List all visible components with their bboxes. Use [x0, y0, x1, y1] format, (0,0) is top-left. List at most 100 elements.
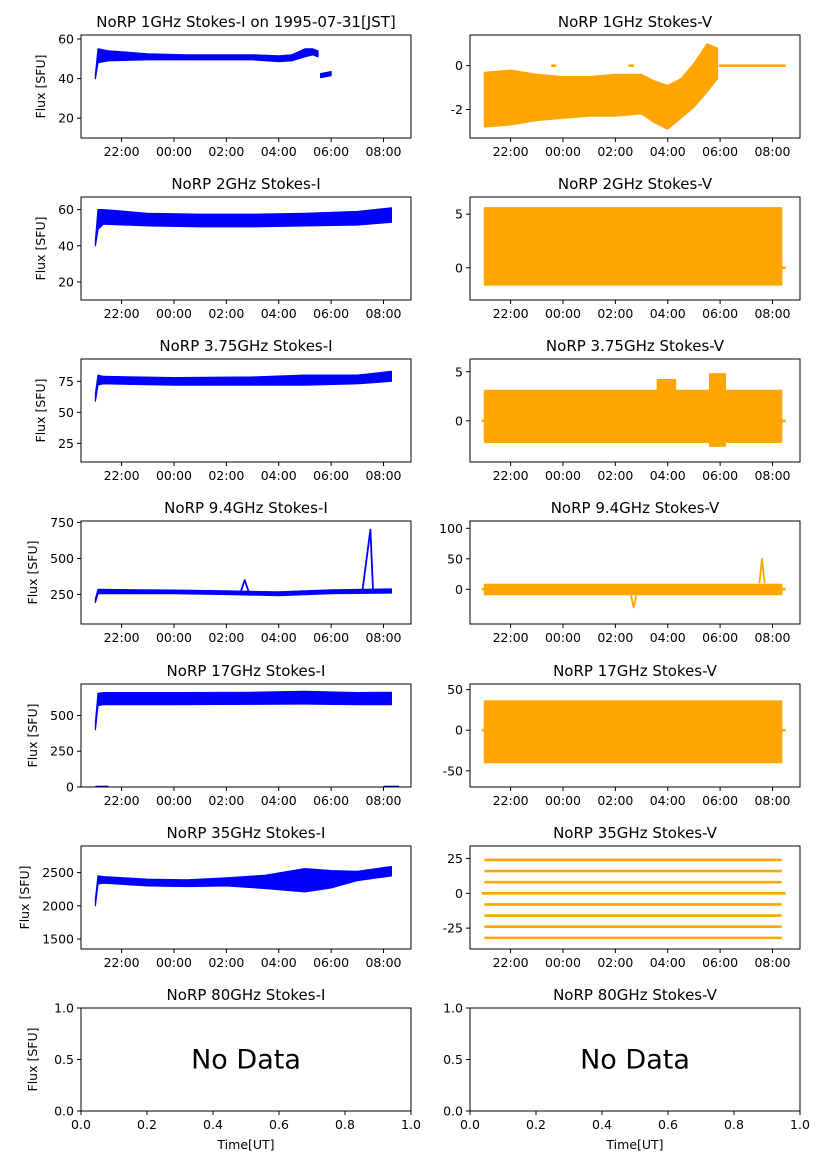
y-tick-label: 1500: [42, 932, 74, 947]
x-tick-label: 04:00: [261, 306, 297, 321]
plot-area: [94, 690, 400, 787]
axes-frame: [80, 358, 412, 463]
panel-stokes-i-5: NoRP 35GHz Stokes-I 22:00 00:00 02:00 04:00 0…: [17, 824, 412, 970]
y-tick-label: 0: [455, 58, 463, 73]
data-band-0: [94, 866, 392, 907]
panel-title: NoRP 1GHz Stokes-V: [558, 13, 713, 31]
panel-stokes-i-3: NoRP 9.4GHz Stokes-I 22:00 00:00 02:00 04:00…: [25, 499, 412, 645]
x-tick-label: 00:00: [545, 468, 581, 483]
x-tick-label: 04:00: [261, 630, 297, 645]
panel-stokes-v-3: NoRP 9.4GHz Stokes-V 22:00 00:00 02:00 04:00…: [439, 499, 801, 645]
panel-title: NoRP 35GHz Stokes-I: [167, 824, 326, 842]
y-tick-label: 50: [447, 682, 463, 697]
x-tick-label: 0.6: [658, 1117, 678, 1132]
x-tick-label: 00:00: [156, 144, 192, 159]
panel-stokes-i-6: No Data NoRP 80GHz Stokes-I 0.0 0.2 0.4 0.6 0.…: [25, 986, 421, 1152]
x-tick-label: 04:00: [650, 955, 686, 970]
x-tick-label: 22:00: [493, 468, 529, 483]
panel-stokes-v-5: NoRP 35GHz Stokes-V 22:00 00:00 02:00 04:00 0…: [443, 824, 801, 970]
x-tick-label: 00:00: [545, 955, 581, 970]
panel-stokes-v-2: NoRP 3.75GHz Stokes-V 22:00 00:00 02:00 04:0…: [455, 337, 801, 483]
x-tick-label: 08:00: [754, 144, 790, 159]
x-tick-label: 04:00: [650, 306, 686, 321]
data-band-2: [709, 373, 726, 447]
y-tick-label: 40: [58, 71, 74, 86]
y-axis-label: Flux [SFU]: [33, 55, 48, 119]
y-tick-label: 0.5: [443, 1052, 463, 1067]
x-tick-label: 02:00: [597, 955, 633, 970]
x-tick-label: 06:00: [313, 306, 349, 321]
x-tick-label: 1.0: [401, 1117, 421, 1132]
x-tick-label: 04:00: [650, 630, 686, 645]
x-tick-label: 00:00: [545, 144, 581, 159]
panel-stokes-v-6: No Data NoRP 80GHz Stokes-V 0.0 0.2 0.4 0.6 0.…: [443, 986, 810, 1152]
y-tick-label: 25: [447, 851, 463, 866]
x-tick-label: 0.0: [460, 1117, 480, 1132]
x-tick-label: 22:00: [493, 793, 529, 808]
axes-frame: [80, 845, 412, 950]
y-tick-label: 40: [58, 238, 74, 253]
x-tick-label: 02:00: [597, 630, 633, 645]
x-tick-label: 08:00: [365, 144, 401, 159]
y-tick-label: 0: [455, 260, 463, 275]
panel-title: NoRP 17GHz Stokes-V: [553, 662, 718, 680]
data-band-0: [483, 700, 783, 764]
y-tick-label: 50: [58, 405, 74, 420]
panel-stokes-i-4: NoRP 17GHz Stokes-I 22:00 00:00 02:00 04:00 0…: [25, 662, 412, 808]
data-spike-2: [361, 528, 374, 591]
x-tick-label: 22:00: [104, 793, 140, 808]
x-tick-label: 06:00: [313, 144, 349, 159]
y-axis-label: Flux [SFU]: [25, 1028, 40, 1092]
x-axis-label: Time[UT]: [216, 1137, 274, 1152]
plot-area: [94, 370, 392, 402]
x-tick-label: 0.0: [71, 1117, 91, 1132]
axes-frame: [469, 520, 801, 625]
axes-frame: [80, 683, 412, 788]
y-tick-label: 250: [50, 587, 74, 602]
y-tick-label: 2500: [42, 865, 74, 880]
x-tick-label: 22:00: [493, 144, 529, 159]
data-band-0: [483, 43, 719, 130]
data-band-0: [94, 207, 392, 247]
y-tick-label: 50: [447, 551, 463, 566]
x-tick-label: 04:00: [261, 955, 297, 970]
no-data-label: No Data: [580, 1045, 690, 1076]
x-tick-label: 04:00: [261, 144, 297, 159]
y-tick-label: 1.0: [443, 1001, 463, 1016]
x-tick-label: 00:00: [156, 306, 192, 321]
data-band-1: [320, 71, 332, 79]
axes-frame: [469, 196, 801, 301]
y-axis-label: Flux [SFU]: [33, 217, 48, 281]
plot-area: [483, 207, 786, 286]
x-tick-label: 08:00: [365, 955, 401, 970]
panel-title: NoRP 2GHz Stokes-I: [171, 175, 320, 193]
axes-frame: [80, 520, 412, 625]
y-tick-label: 5: [455, 364, 463, 379]
x-tick-label: 04:00: [261, 468, 297, 483]
plot-area: [481, 557, 786, 609]
y-tick-label: 60: [58, 31, 74, 46]
y-tick-label: 0: [455, 886, 463, 901]
x-tick-label: 22:00: [493, 306, 529, 321]
x-tick-label: 08:00: [754, 468, 790, 483]
axes-frame: [80, 196, 412, 301]
x-tick-label: 22:00: [104, 468, 140, 483]
data-band-0: [483, 389, 783, 443]
panel-title: NoRP 80GHz Stokes-V: [553, 986, 718, 1004]
x-tick-label: 22:00: [104, 630, 140, 645]
y-tick-label: 750: [50, 515, 74, 530]
data-spike-2: [758, 557, 766, 584]
plot-area: [481, 373, 786, 447]
panel-stokes-i-1: NoRP 2GHz Stokes-I 22:00 00:00 02:00 04:00 06…: [33, 175, 412, 321]
panel-title: NoRP 3.75GHz Stokes-I: [159, 337, 332, 355]
x-tick-label: 0.8: [335, 1117, 355, 1132]
x-tick-label: 1.0: [790, 1117, 810, 1132]
plot-area: [481, 858, 786, 940]
plot-area: [481, 700, 786, 764]
x-tick-label: 06:00: [313, 793, 349, 808]
x-tick-label: 0.4: [592, 1117, 612, 1132]
panel-title: NoRP 2GHz Stokes-V: [558, 175, 713, 193]
panel-stokes-v-1: NoRP 2GHz Stokes-V 22:00 00:00 02:00 04:00 06…: [455, 175, 801, 321]
x-tick-label: 08:00: [365, 793, 401, 808]
x-tick-label: 00:00: [156, 793, 192, 808]
